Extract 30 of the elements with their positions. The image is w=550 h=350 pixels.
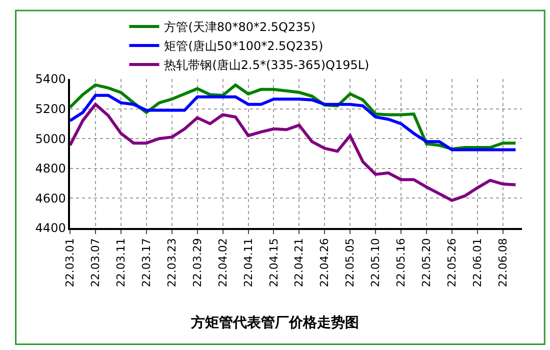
x-tick-label: 22.04.02: [216, 238, 230, 288]
legend-label: 方管(天津80*80*2.5Q235): [164, 20, 316, 34]
y-tick-label: 4400: [35, 221, 66, 236]
x-tick-label: 22.04.11: [242, 238, 255, 288]
x-tick-label: 22.06.01: [471, 238, 484, 288]
text: 方矩管代表管厂价格走势图: [190, 314, 359, 331]
x-tick-label: 22.03.07: [89, 238, 102, 288]
x-tick-label: 22.06.08: [496, 238, 510, 288]
y-tick-label: 4600: [35, 191, 66, 206]
legend-label: 热轧带钢(唐山2.5*(335-365)Q195L): [164, 58, 370, 72]
x-tick-label: 22.05.10: [369, 238, 382, 288]
y-tick-label: 5000: [35, 132, 66, 146]
y-tick-label: 5400: [35, 72, 66, 86]
x-tick-label: 22.05.16: [394, 238, 408, 288]
y-tick-label: 5200: [35, 102, 66, 116]
x-tick-label: 22.03.11: [114, 238, 128, 288]
line-series: [70, 94, 518, 152]
x-tick-label: 22.04.26: [318, 238, 332, 288]
x-tick-label: 22.03.01: [64, 238, 77, 288]
x-tick-label: 22.03.23: [165, 238, 178, 288]
x-tick-label: 22.05.05: [344, 238, 357, 288]
x-tick-label: 22.03.17: [140, 238, 153, 288]
x-tick-label: 22.05.26: [446, 238, 459, 288]
line-series: [70, 102, 518, 202]
x-tick-label: 22.04.15: [267, 238, 280, 288]
legend-label: 矩管(唐山50*100*2.5Q235): [164, 39, 324, 54]
x-tick-label: 22.03.29: [190, 238, 204, 288]
x-tick-label: 22.04.21: [292, 238, 306, 288]
x-tick-label: 22.05.20: [420, 238, 434, 288]
y-tick-label: 4800: [35, 162, 66, 176]
